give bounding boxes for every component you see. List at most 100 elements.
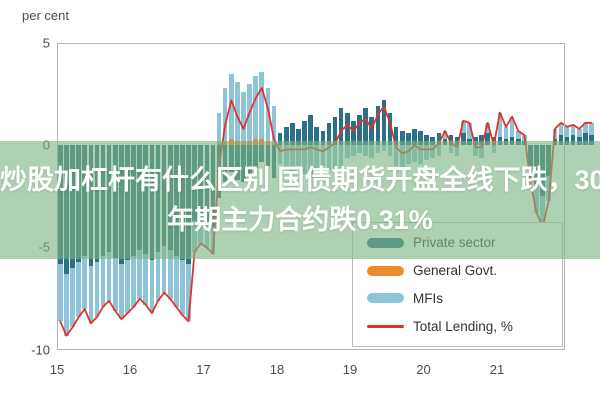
bar-segment — [442, 130, 448, 140]
bar-segment — [497, 112, 503, 138]
bar-segment — [418, 130, 423, 146]
bar-segment — [119, 263, 124, 320]
bar-segment — [424, 135, 429, 146]
bar-segment — [296, 128, 301, 146]
bar-segment — [271, 106, 277, 144]
bar-segment — [448, 135, 454, 146]
bar-segment — [88, 266, 94, 324]
bar-segment — [82, 255, 88, 309]
bar-segment — [320, 130, 326, 146]
bar-segment — [467, 122, 472, 140]
bar-segment — [369, 116, 374, 146]
bar-segment — [564, 126, 570, 138]
legend-label-general-govt: General Govt. — [413, 263, 498, 279]
bar-segment — [94, 261, 100, 318]
bar-segment — [302, 120, 307, 146]
bar-segment — [265, 88, 271, 142]
headline-line-1: 炒股加杠杆有什么区别 国债期货开盘全线下跌，30 — [0, 165, 600, 195]
bar-segment — [235, 81, 240, 142]
bar-segment — [412, 128, 417, 146]
bar-segment — [58, 263, 63, 322]
bar-segment — [314, 126, 320, 146]
bar-segment — [186, 263, 191, 322]
bar-segment — [436, 133, 442, 146]
bar-segment — [375, 106, 381, 146]
x-tick-17: 17 — [196, 362, 211, 377]
bar-segment — [485, 122, 490, 133]
bar-segment — [222, 88, 228, 142]
bar-segment — [241, 92, 246, 142]
bar-segment — [253, 75, 258, 140]
bar-segment — [503, 126, 509, 140]
bar-segment — [137, 249, 142, 299]
bar-segment — [277, 133, 283, 146]
legend-label-total-lending: Total Lending, % — [413, 318, 513, 334]
bar-segment — [570, 135, 576, 146]
legend-item-general-govt: General Govt. — [367, 263, 562, 278]
bar-segment — [155, 251, 161, 301]
y-axis-unit-label: per cent — [22, 8, 69, 23]
bar-segment — [570, 124, 576, 136]
bar-segment — [460, 133, 466, 146]
bar-segment — [290, 122, 295, 146]
mfis-swatch-icon — [367, 293, 404, 304]
bar-segment — [515, 130, 521, 140]
x-tick-18: 18 — [269, 362, 285, 377]
headline-line-2: 年期主力合约跌0.31% — [167, 205, 433, 235]
bar-segment — [357, 114, 362, 146]
bar-segment — [387, 112, 393, 146]
bar-segment — [393, 126, 399, 146]
legend-item-total-lending: Total Lending, % — [367, 319, 562, 334]
bar-segment — [351, 120, 356, 146]
bar-segment — [558, 122, 564, 136]
total-lending-line-swatch-icon — [367, 324, 404, 328]
bar-segment — [479, 135, 484, 146]
x-tick-19: 19 — [342, 362, 358, 377]
x-tick-21: 21 — [489, 362, 505, 377]
bar-segment — [558, 135, 564, 146]
legend-label-mfis: MFIs — [413, 290, 443, 306]
bar-segment — [100, 255, 106, 307]
bar-segment — [161, 245, 167, 293]
bar-segment — [283, 126, 289, 146]
bar-segment — [167, 249, 173, 299]
bar-segment — [216, 112, 222, 144]
y-tick--10: -10 — [31, 342, 50, 358]
bar-segment — [344, 112, 350, 146]
y-tick-5: 5 — [42, 35, 50, 51]
bar-segment — [180, 259, 185, 316]
bar-segment — [106, 251, 112, 301]
bar-segment — [174, 255, 179, 307]
bar-segment — [583, 122, 588, 133]
bar-segment — [332, 116, 338, 146]
bar-segment — [131, 255, 136, 307]
bar-segment — [143, 253, 149, 305]
bar-segment — [589, 122, 594, 136]
bar-segment — [228, 73, 234, 140]
general-govt-swatch-icon — [367, 265, 404, 276]
legend-item-mfis: MFIs — [367, 291, 562, 306]
x-tick-16: 16 — [122, 362, 138, 377]
bar-segment — [460, 120, 466, 133]
bar-segment — [577, 128, 582, 138]
bar-segment — [338, 108, 344, 146]
bar-segment — [589, 135, 594, 146]
bar-segment — [112, 257, 118, 312]
bar-segment — [70, 268, 75, 328]
bar-segment — [326, 122, 332, 146]
bar-segment — [381, 100, 387, 146]
bar-segment — [406, 133, 411, 146]
x-tick-20: 20 — [416, 362, 431, 377]
bar-segment — [363, 108, 368, 146]
bar-segment — [149, 259, 155, 314]
x-tick-15: 15 — [49, 362, 65, 377]
bar-segment — [76, 261, 81, 318]
bar-segment — [125, 259, 130, 314]
bar-segment — [509, 116, 515, 138]
bar-segment — [259, 71, 265, 140]
bar-segment — [64, 274, 69, 336]
bar-segment — [485, 133, 490, 146]
bar-segment — [399, 130, 405, 146]
news-headline-overlay: 炒股加杠杆有什么区别 国债期货开盘全线下跌，30 年期主力合约跌0.31% — [0, 141, 600, 259]
